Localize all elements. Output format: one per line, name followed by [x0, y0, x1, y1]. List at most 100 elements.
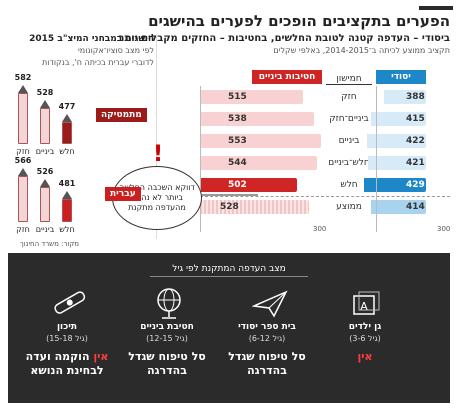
page-title: הפערים בתקציבים הופכים לפערים בהישגים: [148, 12, 450, 30]
stage-status: אין הוקמה ועדה לבחינת הנושא: [25, 350, 109, 377]
pencil-bar: [62, 122, 72, 144]
primary-value: 415: [406, 114, 425, 124]
axis-label-middle: 300: [313, 225, 327, 233]
stage-1: גן ילדים (גיל 3-6) אין: [315, 322, 415, 364]
primary-bar: [383, 90, 426, 104]
axis-baseline: [200, 86, 201, 232]
primary-value: 414: [406, 202, 425, 212]
budget-subtitle: ביסודי – העדפה קטנה לטובת החלשים, בחטיבו…: [118, 33, 450, 44]
row-label: חזק: [341, 92, 357, 102]
abc-blocks-icon: A: [353, 291, 380, 315]
pencil-label: ביניים: [35, 147, 55, 156]
pencil-tip: [40, 100, 50, 109]
note-connector: [202, 194, 258, 196]
pencil-label: חזק: [16, 225, 30, 234]
pencil-bar: [40, 186, 50, 222]
header-accent-bar: [419, 6, 453, 10]
exclamation-icon: !: [152, 142, 164, 167]
header-middle: חטיבות ביניים: [252, 70, 322, 84]
stage-ages: (גיל 3-6): [349, 334, 381, 343]
middle-value: 544: [228, 158, 247, 168]
pencil-label: חזק: [16, 147, 30, 156]
header-quintile: חמישון: [336, 74, 362, 84]
primary-bar: [364, 178, 426, 192]
middle-bar: [200, 112, 315, 126]
pencil-tip: [40, 178, 50, 187]
primary-value: 429: [406, 180, 425, 190]
pencil-tip: [62, 114, 72, 123]
pencil-label: ביניים: [35, 225, 55, 234]
pencil-label: חלש: [59, 225, 75, 234]
achievement-heading: הישגים במבחני המיצ"ב 2015 לפי מצב סוציו־…: [8, 33, 154, 69]
stage-ages: (גיל 12-15): [146, 334, 188, 343]
row-label: חלש־ביניים: [328, 158, 370, 168]
affirmative-action-panel: [8, 253, 450, 403]
pencil-bar: [18, 93, 28, 144]
primary-bar: [367, 134, 426, 148]
stage-name: חטיבת ביניים: [140, 322, 194, 332]
pencil-value: 566: [14, 155, 32, 165]
middle-bar: [200, 200, 310, 214]
average-divider: [200, 196, 450, 197]
achievement-sub-2: לדוברי עברית בכיתה ח', בנקודות: [42, 58, 154, 67]
stage-ages: (גיל 6-12): [248, 334, 286, 343]
stage-status: סל טיפוח שגדל בהדרגה: [228, 350, 306, 377]
achievement-sub-1: לפי מצב סוציו־אקונומי: [77, 46, 154, 55]
row-label: ביניים־חזק: [329, 114, 369, 124]
middle-bar: [200, 134, 322, 148]
stage-name: תיכון: [56, 322, 78, 332]
middle-bar: [200, 156, 318, 170]
quintile-underline: [326, 84, 372, 85]
middle-value: 502: [228, 180, 247, 190]
stage-2: בית ספר יסודי (גיל 6-12) סל טיפוח שגדל בהד…: [217, 322, 317, 378]
pencil-tip: [18, 85, 28, 94]
primary-bar: [371, 200, 426, 214]
stage-status: סל טיפוח שגדל בהדרגה: [128, 350, 206, 377]
pencil-label: חלש: [59, 147, 75, 156]
pencil-value: 528: [36, 88, 54, 98]
axis-label-primary: 300: [437, 225, 451, 233]
achievement-title: הישגים במבחני המיצ"ב 2015: [29, 34, 154, 44]
pencil-bar: [18, 175, 28, 222]
row-label: ביניים: [338, 136, 360, 146]
stage-name: גן ילדים: [348, 322, 382, 332]
pencil-value: 526: [36, 166, 54, 176]
subject-tag-hebrew: עברית: [105, 187, 141, 201]
middle-value: 553: [228, 136, 247, 146]
pencil-bar: [40, 108, 50, 144]
column-separator: [156, 34, 157, 239]
primary-value: 421: [406, 158, 425, 168]
panel-title: מצב העדפה המתקנת לפי גיל: [150, 261, 308, 277]
stage-3: חטיבת ביניים (גיל 12-15) סל טיפוח שגדל בהד…: [117, 322, 217, 378]
primary-bar: [367, 156, 426, 170]
pencil-value: 481: [58, 179, 76, 189]
stage-ages: (גיל 15-18): [46, 334, 88, 343]
stage-4: תיכון (גיל 15-18) אין הוקמה ועדה לבחינת הנ…: [17, 322, 117, 378]
middle-value: 538: [228, 114, 247, 124]
middle-value: 515: [228, 92, 247, 102]
primary-value: 388: [406, 92, 425, 102]
header-primary: יסודי: [376, 70, 426, 84]
pencil-bar: [62, 199, 72, 222]
axis-baseline: [376, 86, 377, 232]
svg-text:A: A: [360, 300, 368, 313]
stage-name: בית ספר יסודי: [238, 322, 296, 332]
source-note: מקור: משרד החינוך: [20, 240, 80, 248]
primary-bar: [370, 112, 426, 126]
stage-status: אין: [357, 350, 373, 363]
pencil-tip: [62, 191, 72, 200]
middle-bar: [200, 178, 297, 192]
diploma-icon: [54, 291, 86, 314]
budget-subtitle-units: תקציב ממוצע לכיתה ב־2014-2015, באלפי שקל…: [273, 46, 450, 55]
pencil-tip: [18, 167, 28, 176]
subject-tag-math: מתמטיקה: [96, 108, 147, 122]
paper-plane-icon: [252, 290, 288, 318]
primary-value: 422: [406, 136, 425, 146]
globe-icon: [157, 288, 181, 319]
note-text: דווקא השכבה החלשה ביותר לא נהנית מהעדפה …: [119, 183, 195, 212]
row-label: חלש: [340, 180, 358, 190]
row-label: ממוצע: [336, 202, 362, 212]
middle-value: 528: [220, 202, 239, 212]
pencil-value: 477: [58, 102, 76, 112]
pencil-value: 582: [14, 73, 32, 83]
